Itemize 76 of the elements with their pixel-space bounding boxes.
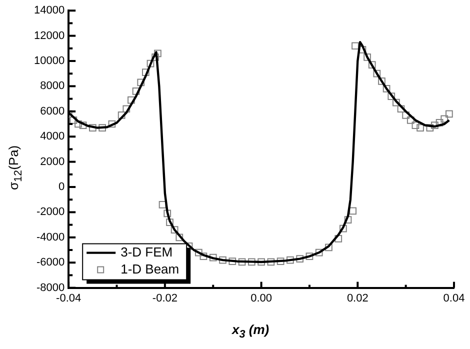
x-axis-title: x$_{3}$ (m): [232, 322, 270, 341]
point: [128, 96, 135, 104]
point: [194, 248, 202, 256]
point: [219, 256, 226, 264]
point: [98, 124, 106, 132]
point: [388, 92, 396, 100]
point: [373, 70, 381, 78]
point: [426, 124, 434, 132]
x-tick-label: -0.04: [56, 292, 82, 304]
point: [267, 258, 275, 266]
point: [108, 120, 116, 128]
point: [340, 224, 347, 232]
point: [209, 254, 217, 262]
point: [446, 110, 453, 118]
point: [122, 105, 130, 113]
point: [164, 210, 172, 218]
point: [74, 120, 82, 128]
point: [364, 54, 371, 61]
point: [142, 68, 150, 76]
point: [412, 122, 420, 129]
point: [306, 252, 314, 260]
point: [352, 42, 359, 50]
point: [276, 258, 284, 266]
y-tick-label: 4000: [40, 130, 65, 143]
point: [315, 248, 323, 256]
point: [431, 122, 438, 129]
point: [334, 234, 342, 242]
point: [286, 256, 294, 264]
point: [325, 244, 332, 252]
point: [349, 207, 357, 215]
x-tick-label: 0.04: [443, 292, 465, 304]
legend-label: 3-D FEM: [120, 244, 173, 260]
legend-label: 1-D Beam: [120, 261, 180, 276]
y-tick-label: 10000: [34, 55, 65, 68]
point: [146, 60, 154, 68]
x-tick-label: 0.02: [346, 292, 368, 304]
point: [440, 115, 448, 123]
point: [436, 119, 444, 126]
point: [368, 61, 376, 68]
point: [118, 112, 126, 119]
y-tick-label: 2000: [40, 156, 65, 168]
point: [176, 234, 184, 242]
point: [70, 116, 78, 124]
point: [88, 124, 96, 132]
y-tick-label: -8000: [36, 282, 65, 294]
point: [344, 216, 352, 224]
y-tick-label: 0: [58, 181, 65, 194]
y-tick-label: 14000: [34, 4, 65, 17]
point: [392, 98, 400, 106]
point: [228, 258, 236, 266]
y-tick-label: -6000: [36, 256, 65, 269]
point: [200, 252, 208, 260]
y-tick-label: -2000: [36, 206, 65, 218]
point: [258, 258, 265, 266]
point: [137, 78, 145, 86]
point: [296, 255, 304, 262]
point: [248, 258, 256, 266]
x-tick-label: -0.02: [152, 292, 178, 304]
y-tick-label: 8000: [40, 80, 65, 92]
point: [170, 226, 178, 234]
y-tick-label: 12000: [34, 30, 65, 42]
point: [378, 77, 386, 85]
point: [154, 50, 162, 58]
point: [238, 258, 246, 266]
point: [132, 88, 140, 95]
y-tick-label: 6000: [40, 105, 65, 118]
point: [166, 218, 174, 226]
point: [397, 105, 405, 113]
point: [79, 122, 87, 129]
x-tick-label: 0.00: [250, 292, 272, 304]
point: [402, 112, 410, 119]
point: [406, 116, 414, 124]
point: [416, 124, 424, 132]
y-tick-label: -4000: [36, 231, 65, 244]
point: [158, 200, 166, 208]
point: [382, 85, 390, 92]
